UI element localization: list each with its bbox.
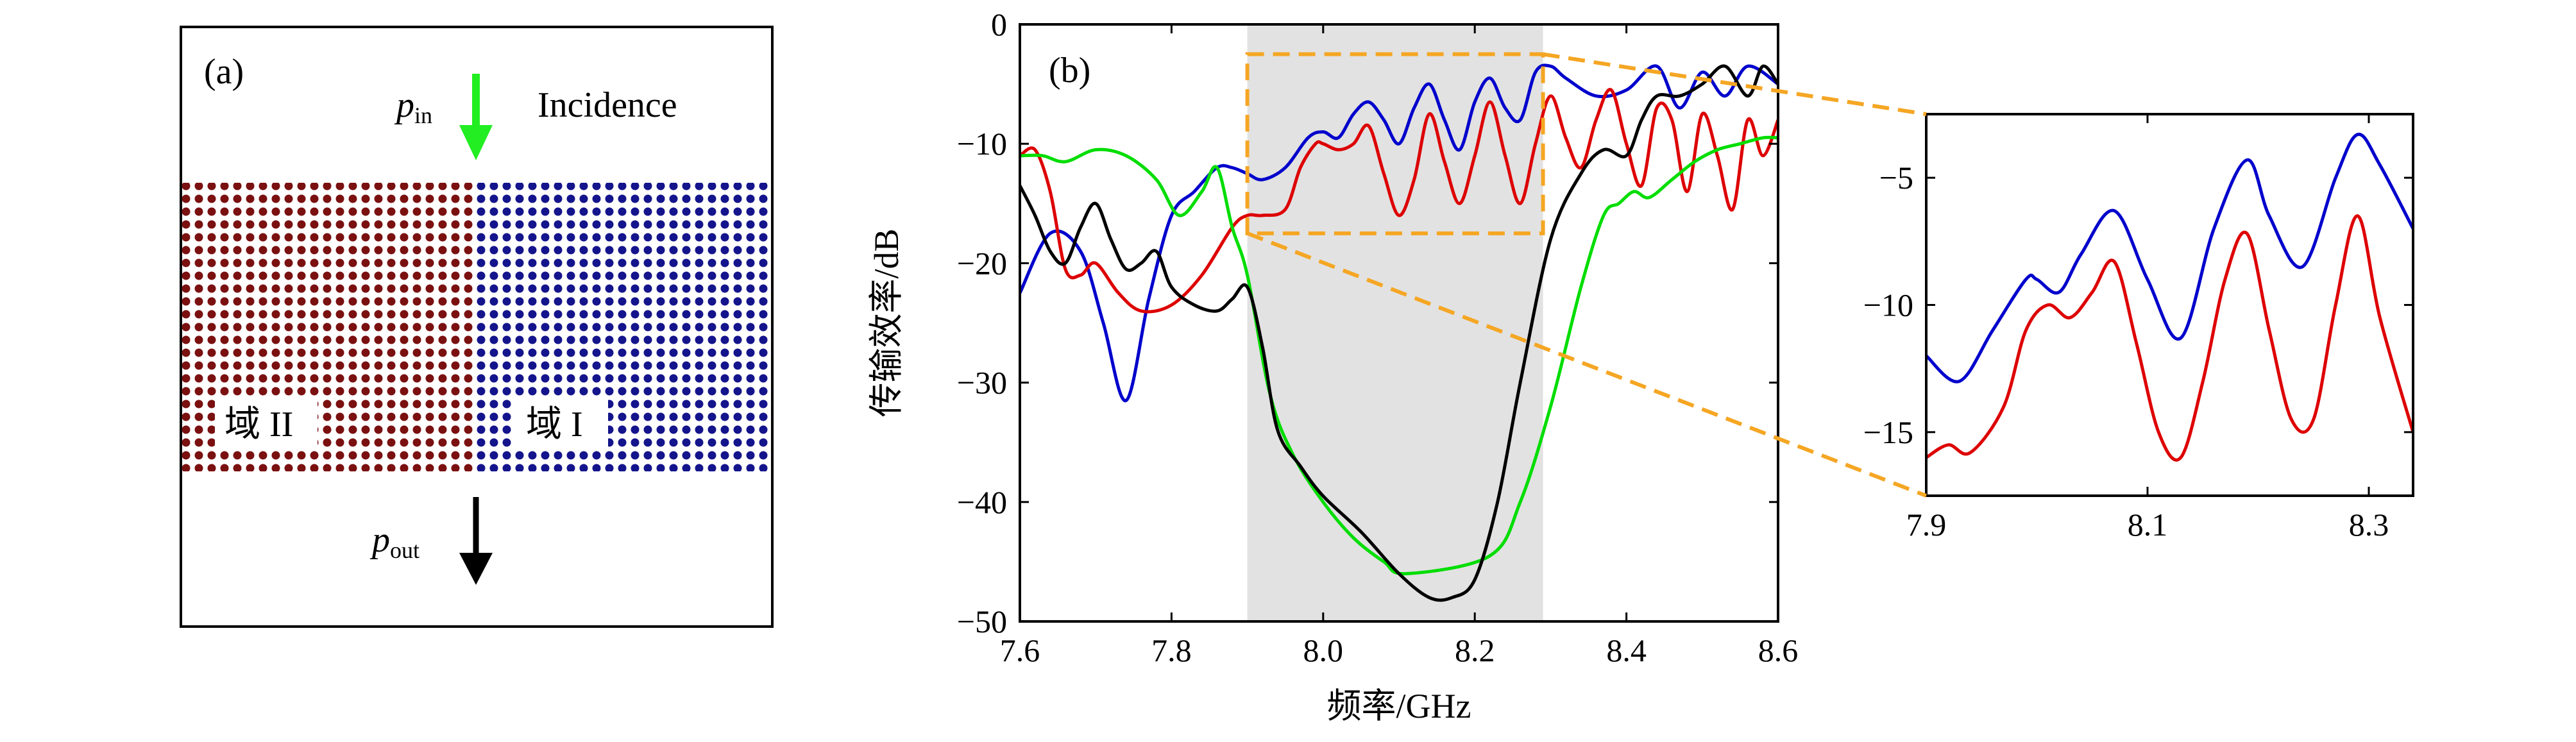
x-tick-label: 7.6 <box>1000 632 1040 668</box>
plot-frame <box>1925 113 2414 497</box>
zoom-region-box <box>1245 52 1545 235</box>
x-tick-label: 8.1 <box>2128 507 2168 543</box>
outgoing-arrow <box>459 497 493 585</box>
panel-b-label: (b) <box>1049 51 1090 90</box>
y-tick-label: −5 <box>1879 160 1913 196</box>
series-line-1 <box>1926 133 2413 384</box>
domain-right-label-bg <box>513 396 608 447</box>
x-tick-label: 8.3 <box>2349 507 2389 543</box>
series-line-3 <box>1020 135 1778 576</box>
plot-frame <box>1019 23 1779 623</box>
x-axis-label: 频率/GHz <box>1327 687 1471 725</box>
series-line-2 <box>1020 88 1778 314</box>
connector-top <box>1543 52 1927 116</box>
domain-right-label: 域 I <box>526 405 583 444</box>
zoom-inset-chart: 7.9 8.1 8.3 −5 −10 −15 <box>1863 113 2414 543</box>
panel-a: (a) 域 II 域 I pin Incidence pout <box>180 26 774 628</box>
series-line-4 <box>1020 64 1778 602</box>
p-out-label: pout <box>369 520 419 563</box>
x-tick-label: 7.8 <box>1151 632 1192 668</box>
series-line-2 <box>1926 214 2413 462</box>
x-tick-label: 8.4 <box>1606 632 1647 668</box>
x-tick-label: 8.2 <box>1455 632 1495 668</box>
series-line-1 <box>1020 63 1778 402</box>
domain-left-label-bg <box>215 396 318 447</box>
y-tick-label: −10 <box>957 126 1007 162</box>
panel-a-label: (a) <box>204 52 244 92</box>
p-in-label: pin <box>394 85 432 128</box>
y-tick-label: −50 <box>957 603 1007 639</box>
panel-b-chart: 7.6 7.8 8.0 8.2 8.4 8.6 0 −10 −20 −30 −40 −50 频率/GHz… <box>867 6 1798 725</box>
y-tick-label: −10 <box>1863 287 1913 323</box>
y-tick-label: −20 <box>957 245 1007 281</box>
x-tick-label: 8.0 <box>1303 632 1344 668</box>
domain-left-label: 域 II <box>225 405 293 444</box>
y-axis-label: 传输效率/dB <box>867 228 906 417</box>
y-tick-label: −15 <box>1863 414 1913 450</box>
incident-arrow <box>459 74 493 160</box>
y-tick-label: −40 <box>957 484 1007 520</box>
y-tick-label: 0 <box>991 6 1007 42</box>
y-tick-label: −30 <box>957 365 1007 401</box>
highlight-band <box>1247 24 1543 621</box>
x-tick-label: 8.6 <box>1758 632 1799 668</box>
incidence-label: Incidence <box>538 85 677 125</box>
series-lines <box>1020 63 1778 602</box>
connector-bottom <box>1246 232 1928 498</box>
series-lines <box>1926 133 2413 462</box>
zoom-connectors <box>1246 52 1928 498</box>
x-tick-label: 7.9 <box>1906 507 1947 543</box>
